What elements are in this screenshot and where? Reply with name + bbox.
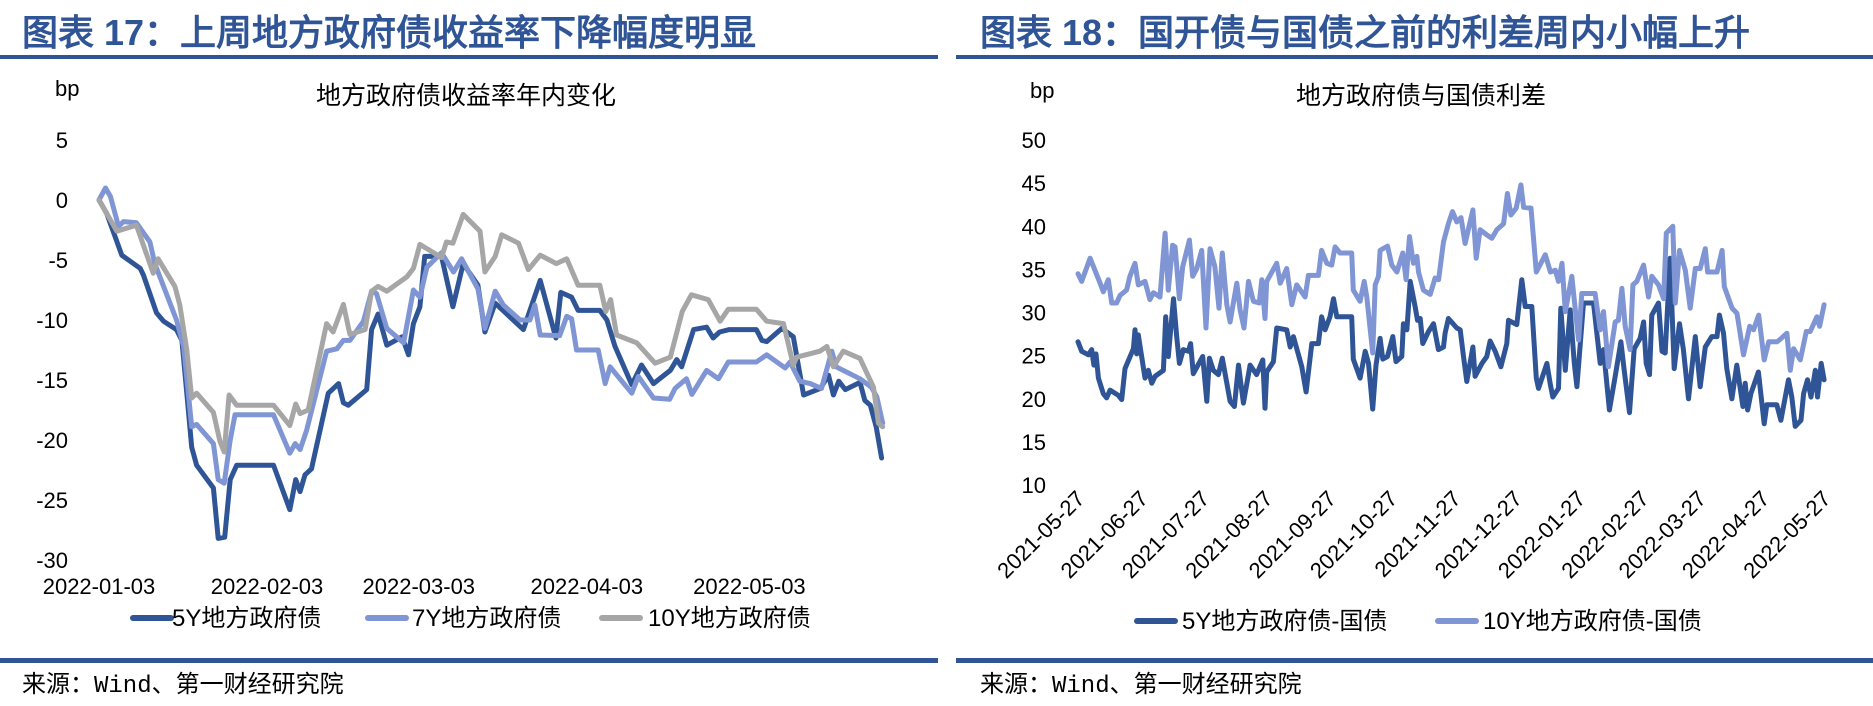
x-tick-label: 2022-01-03 (43, 574, 156, 599)
y-tick-label: -15 (36, 368, 68, 393)
left-x-axis: 2022-01-03 2022-02-03 2022-03-03 2022-04-03… (43, 574, 806, 599)
x-tick-label: 2022-05-03 (693, 574, 806, 599)
left-legend: 5Y地方政府债 7Y地方政府债 10Y地方政府债 (130, 605, 811, 632)
x-tick-label: 2022-04-03 (531, 574, 644, 599)
legend-label: 5Y地方政府债 (172, 605, 321, 632)
left-plot-area (96, 185, 886, 541)
x-tick-label: 2022-02-03 (211, 574, 324, 599)
y-tick-label: 30 (1022, 301, 1046, 326)
y-tick-label: -10 (36, 308, 68, 333)
left-source-note: 来源：Wind、第一财经研究院 (22, 671, 344, 700)
y-tick-label: 15 (1022, 430, 1046, 455)
legend-label: 7Y地方政府债 (412, 605, 561, 632)
left-panel: 图表 17：上周地方政府债收益率下降幅度明显 bp 地方政府债收益率年内变化 5… (0, 12, 938, 700)
right-header-rule (956, 55, 1873, 59)
left-footer-rule (0, 658, 938, 663)
right-legend: 5Y地方政府债-国债 10Y地方政府债-国债 (1134, 608, 1702, 635)
left-y-unit: bp (55, 76, 79, 101)
y-tick-label: 40 (1022, 214, 1046, 239)
series-line-5Y地方政府债-国债 (1075, 255, 1827, 429)
right-y-unit: bp (1030, 78, 1054, 103)
y-tick-label: 0 (56, 188, 68, 213)
y-tick-label: 5 (56, 128, 68, 153)
y-tick-label: 50 (1022, 128, 1046, 153)
left-header-rule (0, 55, 938, 59)
y-tick-label: -25 (36, 488, 68, 513)
y-tick-label: 20 (1022, 387, 1046, 412)
y-tick-label: -20 (36, 428, 68, 453)
right-y-axis: 50 45 40 35 30 25 20 15 10 (1022, 128, 1046, 498)
y-tick-label: 10 (1022, 473, 1046, 498)
left-figure-header: 图表 17：上周地方政府债收益率下降幅度明显 (22, 12, 756, 53)
right-x-axis: 2021-05-272021-06-272021-07-272021-08-27… (992, 486, 1835, 583)
x-tick-label: 2022-03-03 (363, 574, 476, 599)
right-plot-area (1075, 182, 1827, 429)
legend-label: 5Y地方政府债-国债 (1182, 608, 1387, 635)
left-chart-title: 地方政府债收益率年内变化 (316, 82, 616, 110)
right-footer-rule (956, 658, 1873, 663)
left-y-axis: 5 0 -5 -10 -15 -20 -25 -30 (36, 128, 68, 573)
y-tick-label: 25 (1022, 344, 1046, 369)
series-line-10Y地方政府债 (96, 197, 886, 455)
series-line-5Y地方政府债 (96, 197, 885, 541)
right-chart-title: 地方政府债与国债利差 (1296, 82, 1546, 110)
right-source-note: 来源：Wind、第一财经研究院 (980, 671, 1302, 700)
series-line-10Y地方政府债-国债 (1075, 182, 1827, 373)
legend-label: 10Y地方政府债 (648, 605, 811, 632)
y-tick-label: 35 (1022, 257, 1046, 282)
y-tick-label: -5 (48, 248, 68, 273)
y-tick-label: 45 (1022, 171, 1046, 196)
series-line-7Y地方政府债 (96, 185, 886, 486)
legend-label: 10Y地方政府债-国债 (1483, 608, 1702, 635)
y-tick-label: -30 (36, 548, 68, 573)
right-panel: 图表 18：国开债与国债之前的利差周内小幅上升 bp 地方政府债与国债利差 50… (956, 12, 1873, 700)
right-figure-header: 图表 18：国开债与国债之前的利差周内小幅上升 (980, 12, 1750, 53)
